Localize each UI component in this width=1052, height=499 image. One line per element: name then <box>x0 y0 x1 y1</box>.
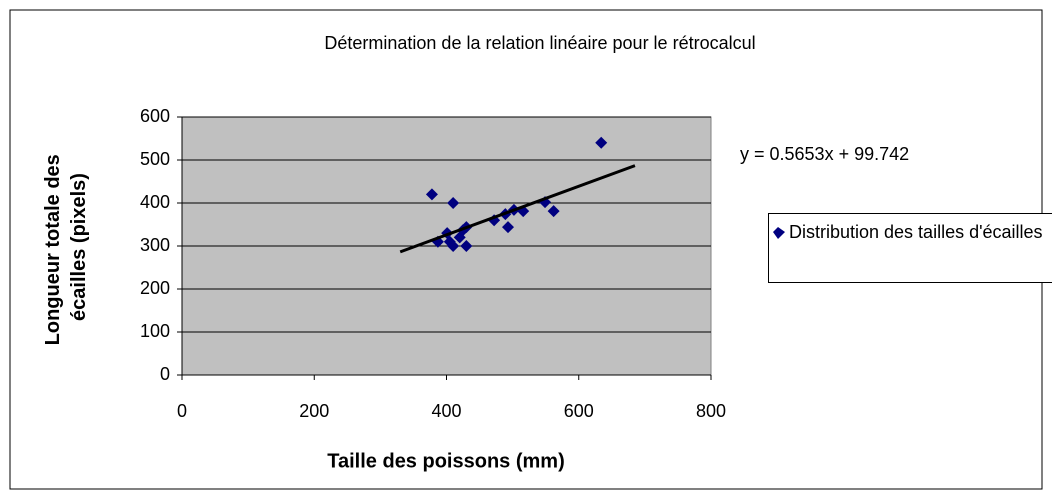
y-tick-label: 100 <box>140 321 170 341</box>
data-point <box>447 197 460 209</box>
legend-marker-shape <box>773 227 785 239</box>
data-point <box>425 188 438 201</box>
y-tick-label: 500 <box>140 149 170 169</box>
y-tick-label: 400 <box>140 192 170 212</box>
x-tick-label: 0 <box>177 401 187 421</box>
y-tick-label: 200 <box>140 278 170 298</box>
legend-marker <box>773 227 785 239</box>
data-point <box>447 240 460 252</box>
trendline-equation: y = 0.5653x + 99.742 <box>740 144 909 164</box>
y-tick-label: 300 <box>140 235 170 255</box>
legend-label: Distribution des tailles d'écailles <box>789 222 1043 242</box>
data-point <box>460 240 473 252</box>
x-axis-label: Taille des poissons (mm) <box>327 450 564 472</box>
y-axis-label: Longueur totale des écailles (pixels) <box>42 149 90 346</box>
x-tick-label: 200 <box>299 401 329 421</box>
x-tick-label: 400 <box>431 401 461 421</box>
x-tick-label: 600 <box>564 401 594 421</box>
legend: Distribution des tailles d'écailles <box>768 213 1052 283</box>
data-point <box>595 136 608 149</box>
chart-title: Détermination de la relation linéaire po… <box>324 33 755 53</box>
trendline <box>399 164 636 254</box>
data-point <box>547 205 560 218</box>
y-axis-label-line: Longueur totale des <box>42 154 64 345</box>
data-point <box>501 221 514 234</box>
y-axis-label-line: écailles (pixels) <box>68 173 90 321</box>
x-tick-label: 800 <box>696 401 726 421</box>
y-tick-label: 600 <box>140 106 170 126</box>
y-tick-label: 0 <box>160 364 170 384</box>
